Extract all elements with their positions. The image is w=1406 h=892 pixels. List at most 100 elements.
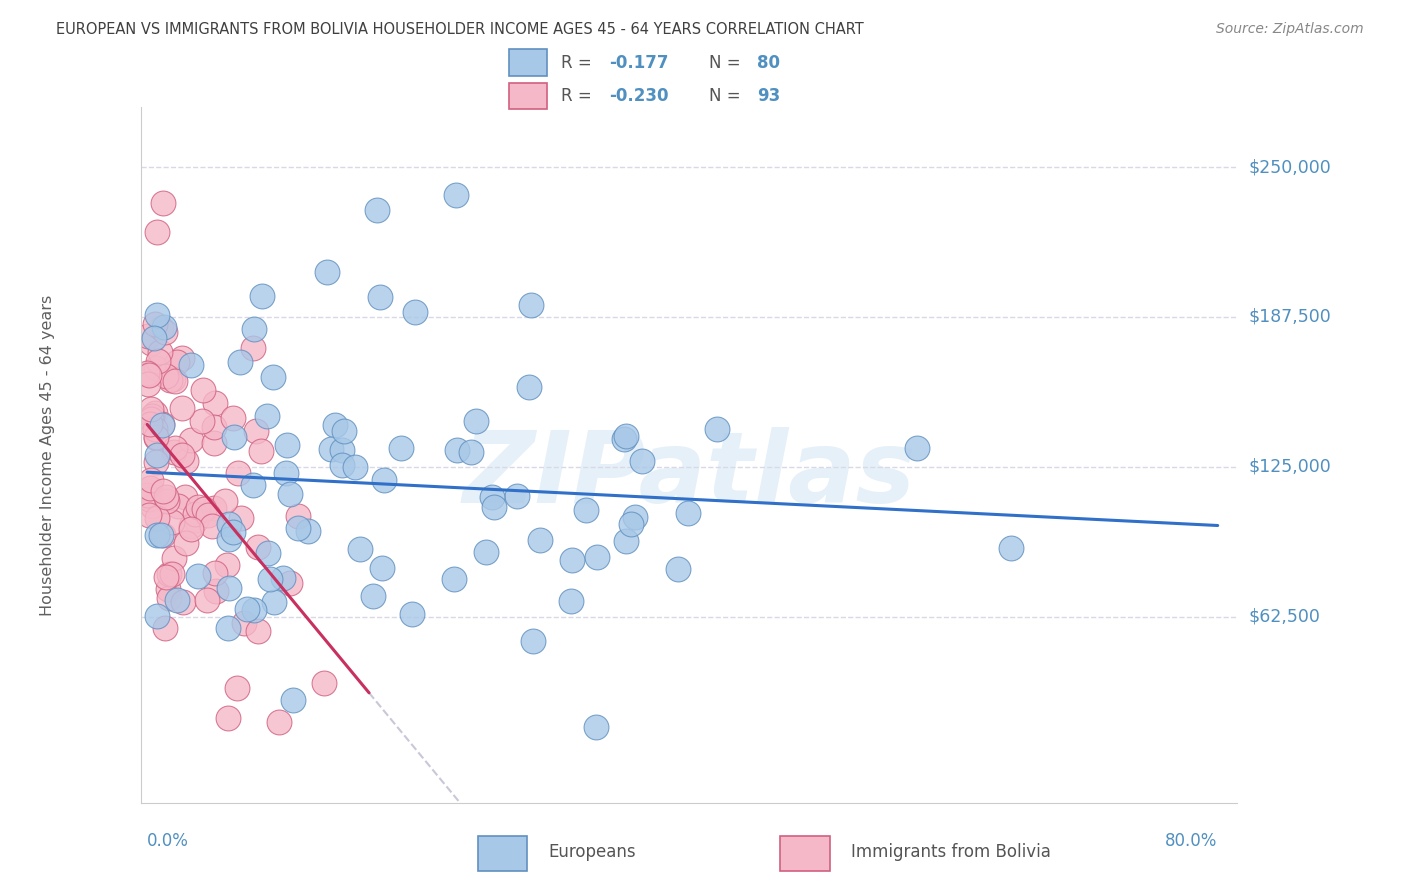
Point xyxy=(204,396,226,410)
Point xyxy=(163,374,186,388)
Point xyxy=(145,431,167,445)
Point xyxy=(157,591,180,605)
Point xyxy=(136,328,159,343)
Point xyxy=(620,516,643,531)
Bar xyxy=(478,836,527,871)
Point xyxy=(217,710,239,724)
Text: Immigrants from Bolivia: Immigrants from Bolivia xyxy=(851,843,1050,861)
Point xyxy=(183,507,205,521)
Point xyxy=(1000,541,1022,555)
Point xyxy=(287,521,309,535)
Point xyxy=(146,448,169,462)
Point xyxy=(163,551,186,566)
Point xyxy=(613,432,636,446)
Point xyxy=(153,622,176,636)
Point xyxy=(156,494,179,508)
Point xyxy=(139,336,162,351)
Point xyxy=(236,602,259,616)
Point xyxy=(575,503,598,517)
Point xyxy=(446,188,468,202)
Point xyxy=(226,467,249,481)
Point xyxy=(215,558,238,572)
Point xyxy=(276,437,298,451)
Point xyxy=(187,569,209,583)
Point xyxy=(269,714,291,729)
Point xyxy=(172,401,194,416)
Point xyxy=(146,528,169,542)
Point xyxy=(145,430,167,444)
Point xyxy=(174,490,197,504)
Text: 93: 93 xyxy=(758,87,780,105)
Point xyxy=(138,417,160,431)
Text: Europeans: Europeans xyxy=(548,843,636,861)
Point xyxy=(481,490,503,504)
Point xyxy=(256,546,278,560)
Point xyxy=(180,522,202,536)
Point xyxy=(614,428,637,442)
Point xyxy=(136,376,159,391)
Point xyxy=(150,417,173,432)
Point xyxy=(150,418,173,433)
Point xyxy=(366,203,388,218)
Point xyxy=(232,615,254,630)
Point xyxy=(231,510,253,524)
Point xyxy=(465,414,488,428)
Point xyxy=(624,510,647,524)
Point xyxy=(136,488,159,502)
Point xyxy=(247,541,270,555)
Point xyxy=(145,455,167,469)
Point xyxy=(249,444,271,458)
Point xyxy=(204,566,226,581)
Point xyxy=(156,582,179,597)
Point xyxy=(517,379,540,393)
Point xyxy=(145,361,167,376)
Point xyxy=(143,407,166,421)
Point xyxy=(138,491,160,506)
Point xyxy=(141,409,163,423)
Point xyxy=(666,562,689,576)
Point xyxy=(162,372,184,386)
Point xyxy=(160,566,183,581)
Text: $187,500: $187,500 xyxy=(1249,308,1331,326)
Point xyxy=(218,582,240,596)
Text: R =: R = xyxy=(561,54,592,71)
Point xyxy=(370,561,392,575)
Point xyxy=(287,509,309,524)
Point xyxy=(585,720,607,734)
Point xyxy=(484,500,506,514)
Point xyxy=(157,567,180,582)
Point xyxy=(202,501,225,516)
Point xyxy=(138,367,160,381)
Point xyxy=(905,441,928,455)
Text: -0.177: -0.177 xyxy=(609,54,669,71)
Point xyxy=(529,533,551,547)
Bar xyxy=(509,49,547,76)
Point xyxy=(281,693,304,707)
Point xyxy=(218,621,240,635)
Point xyxy=(166,355,188,369)
Point xyxy=(222,524,245,539)
Text: $125,000: $125,000 xyxy=(1249,458,1331,476)
Point xyxy=(180,358,202,372)
Point xyxy=(180,434,202,448)
Point xyxy=(166,500,188,514)
Point xyxy=(218,533,240,547)
Bar xyxy=(509,83,547,110)
Text: Source: ZipAtlas.com: Source: ZipAtlas.com xyxy=(1216,22,1364,37)
Text: 0.0%: 0.0% xyxy=(148,831,188,849)
Point xyxy=(278,487,301,501)
Text: Householder Income Ages 45 - 64 years: Householder Income Ages 45 - 64 years xyxy=(39,294,55,615)
Point xyxy=(187,500,209,514)
Point xyxy=(560,594,582,608)
Point xyxy=(323,417,346,432)
Point xyxy=(148,353,170,368)
Point xyxy=(160,515,183,529)
Text: R =: R = xyxy=(561,87,592,105)
Point xyxy=(315,265,337,279)
Point xyxy=(373,473,395,487)
Point xyxy=(197,508,219,523)
Point xyxy=(153,326,176,340)
Point xyxy=(349,541,371,556)
Point xyxy=(243,603,266,617)
Point xyxy=(155,490,177,504)
